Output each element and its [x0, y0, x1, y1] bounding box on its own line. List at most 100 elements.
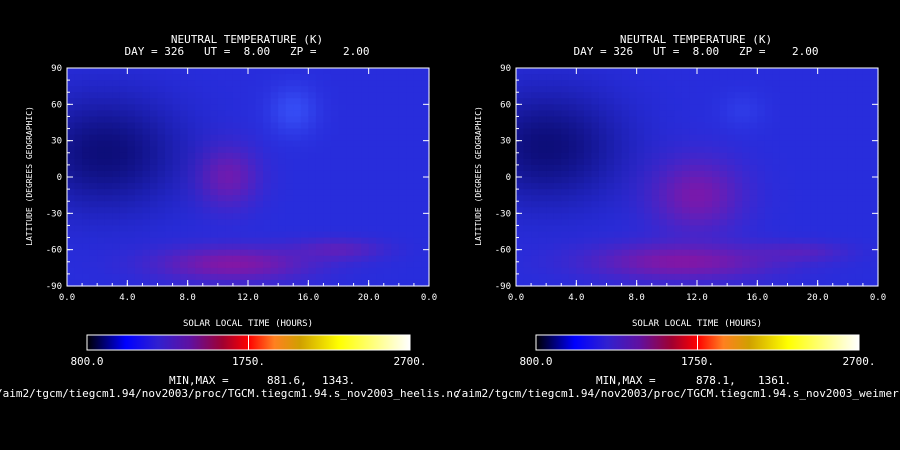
heatmap-cell	[591, 140, 600, 148]
heatmap-cell	[651, 237, 660, 245]
heatmap-cell	[598, 213, 608, 220]
heatmap-cell	[149, 74, 159, 81]
heatmap-cell	[840, 158, 849, 166]
heatmap-cell	[531, 128, 540, 136]
heatmap-cell	[779, 231, 789, 239]
heatmap-cell	[180, 170, 189, 178]
heatmap-cell	[825, 207, 834, 214]
heatmap-cell	[142, 110, 151, 118]
heatmap-cell	[270, 158, 279, 166]
heatmap-cell	[285, 213, 294, 220]
heatmap-cell	[353, 255, 362, 263]
heatmap-cell	[681, 68, 691, 75]
heatmap-cell	[802, 207, 811, 214]
heatmap-cell	[523, 110, 532, 118]
heatmap-cell	[406, 92, 415, 99]
heatmap-cell	[398, 104, 407, 111]
heatmap-cell	[413, 158, 423, 166]
heatmap-cell	[636, 170, 645, 178]
heatmap-cell	[553, 207, 562, 214]
heatmap-cell	[719, 134, 728, 142]
heatmap-cell	[293, 86, 302, 93]
heatmap-cell	[870, 225, 879, 233]
heatmap-cell	[232, 74, 242, 81]
heatmap-cell	[862, 134, 872, 142]
heatmap-cell	[689, 122, 698, 130]
heatmap-cell	[157, 261, 166, 269]
heatmap-cell	[285, 177, 294, 184]
heatmap-cell	[338, 243, 347, 251]
heatmap-cell	[421, 213, 430, 220]
heatmap-cell	[383, 140, 392, 148]
heatmap-cell	[787, 249, 796, 257]
heatmap-cell	[119, 231, 128, 239]
heatmap-cell	[82, 158, 91, 166]
heatmap-cell	[757, 189, 766, 196]
heatmap-cell	[195, 207, 204, 214]
heatmap-cell	[576, 158, 585, 166]
heatmap-cell	[225, 98, 234, 105]
heatmap-cell	[847, 98, 856, 105]
heatmap-cell	[285, 92, 294, 99]
heatmap-cell	[704, 74, 713, 81]
heatmap-cell	[172, 80, 181, 87]
heatmap-cell	[278, 219, 287, 227]
heatmap-cell	[621, 140, 630, 148]
heatmap-cell	[232, 104, 242, 111]
heatmap-cell	[232, 261, 242, 269]
heatmap-cell	[568, 249, 577, 257]
heatmap-cell	[119, 213, 128, 220]
heatmap-cell	[323, 128, 332, 136]
heatmap-cell	[187, 116, 196, 124]
heatmap-cell	[202, 140, 211, 148]
heatmap-cell	[727, 170, 736, 178]
heatmap-cell	[764, 213, 774, 220]
heatmap-cell	[82, 128, 91, 136]
heatmap-cell	[421, 201, 430, 208]
heatmap-cell	[112, 273, 121, 281]
heatmap-cell	[546, 195, 555, 202]
heatmap-cell	[263, 74, 272, 81]
heatmap-cell	[855, 146, 864, 154]
heatmap-cell	[862, 261, 872, 269]
heatmap-cell	[278, 201, 287, 208]
heatmap-cell	[568, 92, 577, 99]
heatmap-cell	[870, 92, 879, 99]
heatmap-cell	[674, 273, 683, 281]
heatmap-cell	[157, 279, 166, 287]
heatmap-cell	[104, 195, 113, 202]
heatmap-cell	[870, 68, 879, 75]
heatmap-cell	[764, 122, 774, 130]
heatmap-cell	[67, 104, 76, 111]
panel-1-heatmap	[67, 68, 430, 287]
heatmap-cell	[546, 267, 555, 275]
heatmap-cell	[855, 213, 864, 220]
heatmap-cell	[787, 255, 796, 263]
heatmap-cell	[406, 158, 415, 166]
heatmap-cell	[376, 273, 385, 281]
heatmap-cell	[659, 152, 668, 160]
heatmap-cell	[764, 164, 774, 172]
heatmap-cell	[217, 195, 226, 202]
heatmap-cell	[180, 273, 189, 281]
heatmap-cell	[681, 80, 691, 87]
heatmap-cell	[855, 134, 864, 142]
heatmap-cell	[248, 86, 257, 93]
heatmap-cell	[82, 267, 91, 275]
heatmap-cell	[127, 140, 136, 148]
heatmap-cell	[172, 267, 181, 275]
heatmap-cell	[779, 110, 789, 118]
heatmap-cell	[413, 261, 423, 269]
heatmap-cell	[338, 68, 347, 75]
heatmap-cell	[255, 164, 264, 172]
heatmap-cell	[523, 225, 532, 233]
heatmap-cell	[712, 146, 721, 154]
heatmap-cell	[308, 267, 317, 275]
heatmap-cell	[112, 122, 121, 130]
heatmap-cell	[516, 134, 525, 142]
heatmap-cell	[659, 237, 668, 245]
heatmap-cell	[561, 104, 570, 111]
heatmap-cell	[764, 255, 774, 263]
heatmap-cell	[195, 134, 204, 142]
heatmap-cell	[681, 201, 691, 208]
